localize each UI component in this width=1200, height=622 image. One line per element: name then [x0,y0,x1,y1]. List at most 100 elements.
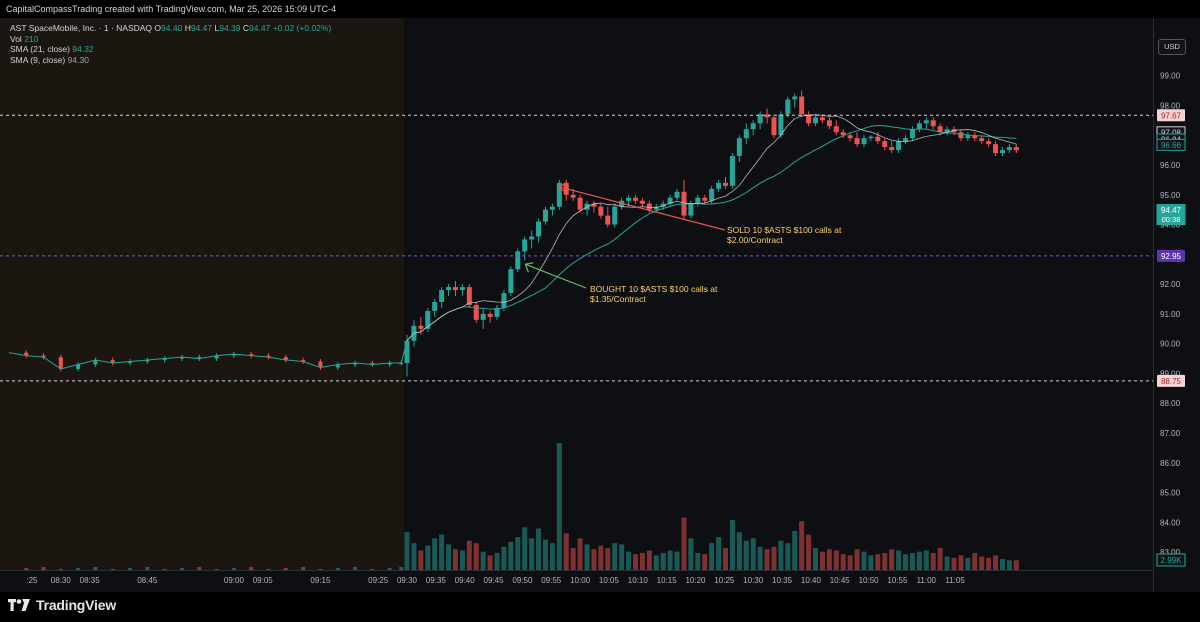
volume-bar-54 [778,540,784,570]
time-tick-label-20: 10:30 [743,576,764,585]
horizontal-level-label-0: 97.67 [1161,111,1182,120]
candle-body-43 [702,197,708,201]
volume-bar-39 [674,551,680,570]
volume-bar-26 [584,544,590,570]
premarket-volume-bar-5 [93,567,98,570]
time-tick-label-6: 09:15 [310,576,331,585]
candle-body-19 [536,221,542,237]
candle-body-34 [639,200,645,204]
time-tick-label-17: 10:15 [657,576,678,585]
time-tick-label-21: 10:35 [772,576,793,585]
candle-body-13 [494,307,500,317]
volume-bar-64 [847,555,853,570]
volume-bar-24 [570,548,576,570]
volume-value: 210 [24,33,39,44]
premarket-session-background [0,18,404,570]
premarket-candle-21 [370,363,375,365]
high-label: H [184,23,191,33]
volume-bar-56 [792,530,798,570]
footer-bar: TradingView [0,592,1200,622]
attribution-bar: CapitalCompassTrading created with Tradi… [0,0,1200,18]
time-tick-label-8: 09:30 [397,576,418,585]
volume-bar-37 [660,552,666,570]
price-tag-3 [1156,204,1186,226]
candle-body-81 [965,135,971,139]
candlestick-chart[interactable]: 100.0099.0098.0097.0096.0095.0094.0093.0… [0,18,1200,592]
price-tick-label-12: 88.00 [1160,399,1181,408]
candle-body-68 [875,136,881,142]
price-tag-label-0: 97.08 [1161,128,1182,137]
price-tag-label-3: 94.47 [1161,206,1182,215]
horizontal-level-label-2: 88.75 [1161,377,1182,386]
sma9-value: 94.30 [67,54,89,65]
sma9-legend-row[interactable]: SMA (9, close) 94.30 [10,55,331,66]
volume-bar-1 [411,543,417,570]
candle-body-85 [993,144,999,154]
candle-body-59 [813,117,819,124]
volume-bar-79 [951,557,957,570]
candle-body-88 [1013,147,1019,151]
time-tick-label-2: 08:35 [80,576,101,585]
premarket-candle-2 [41,355,46,358]
sma21-label: SMA (21, close) [10,44,70,54]
candle-body-62 [833,126,839,133]
volume-bar-65 [854,549,860,570]
volume-bar-44 [709,543,715,570]
volume-bars [404,443,1019,570]
volume-bar-11 [480,551,486,570]
volume-bar-3 [425,545,431,570]
candle-body-39 [674,191,680,198]
candle-body-47 [729,156,735,186]
time-tick-label-24: 10:50 [859,576,880,585]
time-tick-label-0: :25 [26,576,38,585]
volume-bar-85 [993,555,999,570]
time-tick-label-23: 10:45 [830,576,851,585]
volume-bar-47 [729,519,735,570]
premarket-candle-9 [162,358,167,361]
chart-legend: AST SpaceMobile, Inc. · 1 · NASDAQ O94.4… [10,23,331,65]
premarket-volume-bar-11 [197,567,202,570]
volume-legend-row[interactable]: Vol 210 [10,34,331,45]
candle-body-7 [452,287,458,291]
tradingview-logo-icon [8,599,30,611]
volume-bar-4 [432,538,438,570]
candle-body-37 [660,203,666,207]
candle-body-48 [736,138,742,157]
sma21-legend-row[interactable]: SMA (21, close) 94.32 [10,44,331,55]
candle-body-38 [667,197,673,204]
currency-button[interactable]: USD [1158,39,1186,55]
premarket-volume-bar-6 [110,569,115,570]
volume-bar-22 [556,443,562,570]
price-tick-label-11: 89.00 [1160,369,1181,378]
premarket-candle-18 [318,361,323,368]
candle-body-79 [951,129,957,133]
candle-body-49 [743,129,749,139]
candle-body-9 [466,287,472,305]
chart-pane[interactable]: 100.0099.0098.0097.0096.0095.0094.0093.0… [0,18,1200,592]
symbol-description[interactable]: AST SpaceMobile, Inc. · 1 · NASDAQ [10,23,153,33]
volume-bar-33 [632,554,638,570]
volume-bar-38 [667,550,673,570]
premarket-candle-3 [58,357,63,369]
candle-body-24 [570,194,576,198]
premarket-volume-bar-13 [231,568,236,570]
candle-body-20 [542,209,548,222]
volume-bar-19 [536,528,542,570]
premarket-candle-5 [93,360,98,365]
ohlc-legend-row[interactable]: AST SpaceMobile, Inc. · 1 · NASDAQ O94.4… [10,23,331,34]
candle-body-55 [785,99,791,115]
candle-body-42 [695,197,701,204]
candle-body-3 [425,310,431,329]
premarket-volume-bar-15 [266,569,271,570]
candle-body-44 [709,188,715,201]
time-tick-label-27: 11:05 [945,576,965,585]
tradingview-logo[interactable]: TradingView [8,597,116,613]
premarket-candle-19 [335,364,340,368]
price-tick-label-5: 95.00 [1160,191,1181,200]
price-tick-label-8: 92.00 [1160,280,1181,289]
low-label: L [214,23,220,33]
candle-body-58 [806,114,812,124]
volume-bar-25 [577,538,583,570]
candle-body-35 [646,203,652,210]
premarket-candle-11 [197,357,202,359]
